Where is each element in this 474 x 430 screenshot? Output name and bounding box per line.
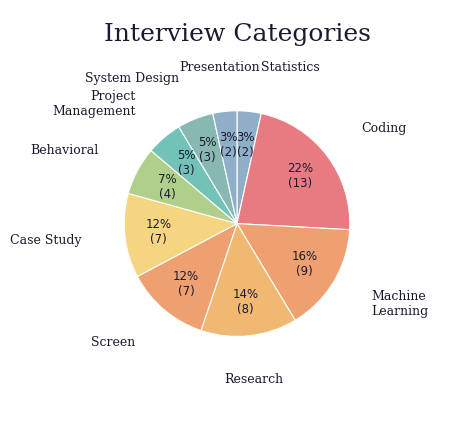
Text: Research: Research	[224, 373, 283, 386]
Text: Case Study: Case Study	[9, 234, 82, 247]
Text: 22%
(13): 22% (13)	[287, 162, 313, 190]
Text: Statistics: Statistics	[261, 61, 319, 74]
Text: Presentation: Presentation	[180, 61, 260, 74]
Title: Interview Categories: Interview Categories	[103, 23, 371, 46]
Wedge shape	[124, 194, 237, 276]
Text: Screen: Screen	[91, 336, 136, 350]
Text: Behavioral: Behavioral	[30, 144, 99, 157]
Wedge shape	[237, 224, 350, 320]
Wedge shape	[237, 111, 261, 224]
Wedge shape	[201, 224, 295, 336]
Text: 12%
(7): 12% (7)	[146, 218, 172, 246]
Wedge shape	[237, 114, 350, 230]
Text: 5%
(3): 5% (3)	[199, 136, 217, 164]
Wedge shape	[137, 224, 237, 331]
Wedge shape	[151, 127, 237, 224]
Wedge shape	[128, 150, 237, 224]
Text: 12%
(7): 12% (7)	[173, 270, 199, 298]
Text: Coding: Coding	[362, 122, 407, 135]
Text: Machine
Learning: Machine Learning	[371, 290, 428, 318]
Text: 7%
(4): 7% (4)	[158, 172, 176, 201]
Text: 16%
(9): 16% (9)	[292, 250, 318, 278]
Wedge shape	[213, 111, 237, 224]
Text: Project
Management: Project Management	[52, 90, 136, 118]
Text: 3%
(2): 3% (2)	[219, 131, 238, 159]
Text: 5%
(3): 5% (3)	[177, 149, 195, 178]
Wedge shape	[179, 114, 237, 224]
Text: 3%
(2): 3% (2)	[236, 131, 255, 159]
Text: 14%
(8): 14% (8)	[232, 288, 259, 316]
Text: System Design: System Design	[85, 72, 179, 85]
